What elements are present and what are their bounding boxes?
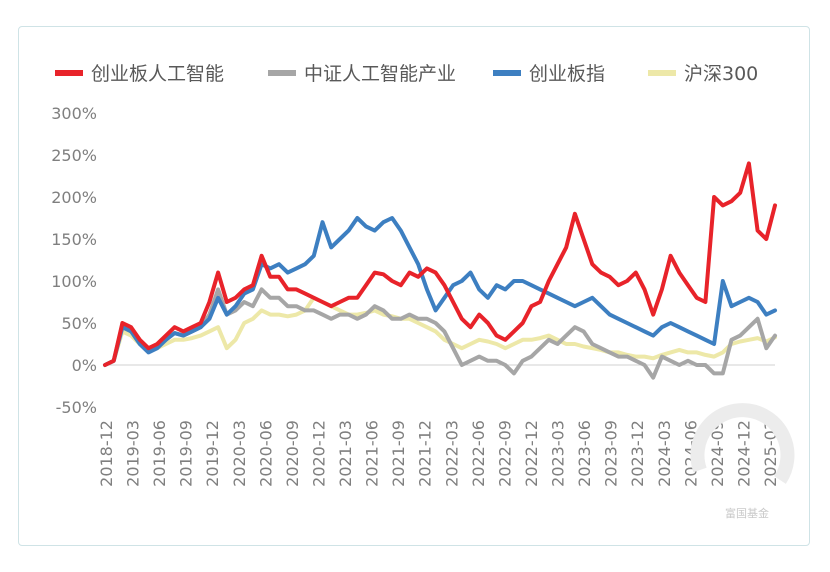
- watermark-text: 富国基金: [725, 506, 769, 520]
- x-tick-label: 2023-06: [575, 420, 594, 487]
- y-tick-label: 50%: [61, 314, 97, 333]
- y-tick-label: 150%: [51, 230, 97, 249]
- series-line-3: [103, 295, 777, 367]
- x-tick-label: 2020-09: [283, 420, 302, 487]
- x-tick-label: 2023-12: [628, 420, 647, 487]
- y-tick-label: 300%: [51, 104, 97, 123]
- x-axis: 2018-12 2019-03 2019-06 2019-09 2019-12 2020-…: [97, 420, 780, 487]
- legend-label-0: 创业板人工智能: [91, 63, 224, 85]
- x-tick-label: 2021-06: [363, 420, 382, 487]
- legend-label-3: 沪深300: [684, 63, 758, 85]
- x-tick-label: 2022-03: [442, 420, 461, 487]
- series-line-2: [103, 216, 777, 367]
- x-tick-label: 2021-09: [389, 420, 408, 487]
- x-tick-label: 2020-06: [256, 420, 275, 487]
- x-tick-label: 2019-06: [150, 420, 169, 487]
- x-tick-label: 2025-03: [761, 420, 780, 487]
- y-tick-label: -50%: [56, 398, 97, 417]
- x-tick-label: 2019-12: [203, 420, 222, 487]
- x-tick-label: 2019-03: [124, 420, 143, 487]
- x-tick-label: 2020-03: [230, 420, 249, 487]
- legend-label-2: 创业板指: [529, 63, 605, 85]
- series-lines: [103, 161, 777, 380]
- x-tick-label: 2021-03: [336, 420, 355, 487]
- x-tick-label: 2024-12: [734, 420, 753, 487]
- series-line-1: [103, 287, 777, 380]
- x-tick-label: 2022-12: [522, 420, 541, 487]
- watermark: 富国基金: [690, 403, 795, 520]
- y-tick-label: 0%: [72, 356, 97, 375]
- watermark-logo-icon: [690, 403, 795, 484]
- y-tick-label: 100%: [51, 272, 97, 291]
- y-tick-label: 200%: [51, 188, 97, 207]
- x-tick-label: 2022-06: [469, 420, 488, 487]
- y-tick-label: 250%: [51, 146, 97, 165]
- x-tick-label: 2023-03: [549, 420, 568, 487]
- x-tick-label: 2022-09: [495, 420, 514, 487]
- x-tick-label: 2024-03: [655, 420, 674, 487]
- legend-label-1: 中证人工智能产业: [304, 63, 456, 85]
- x-tick-label: 2020-12: [309, 420, 328, 487]
- x-tick-label: 2023-09: [602, 420, 621, 487]
- series-line-0: [103, 161, 777, 367]
- x-tick-label: 2018-12: [97, 420, 116, 487]
- y-axis: 300% 250% 200% 150% 100% 50% 0% -50%: [51, 104, 97, 417]
- x-tick-label: 2021-12: [416, 420, 435, 487]
- x-tick-label: 2019-09: [177, 420, 196, 487]
- x-tick-label: 2024-09: [708, 420, 727, 487]
- legend: 创业板人工智能 中证人工智能产业 创业板指 沪深300: [55, 63, 758, 85]
- chart-frame: [18, 26, 810, 546]
